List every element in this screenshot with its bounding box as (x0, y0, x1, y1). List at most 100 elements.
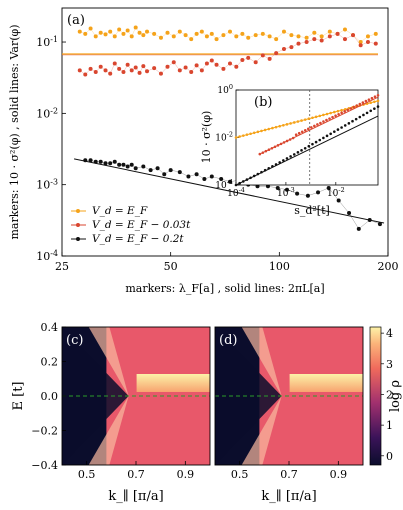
data-point-black (141, 164, 146, 169)
data-point-orange (253, 33, 258, 38)
inset-point-orange (325, 112, 329, 116)
data-point-orange (117, 27, 122, 32)
panel-a-axes: 25 50 100 200 10-4 10-3 10-2 10-1 (36, 35, 398, 273)
inset-point-red (367, 98, 371, 101)
colorbar-tick-label: 2 (386, 388, 393, 401)
panel-d-tag: (d) (219, 333, 237, 348)
data-point-red (199, 68, 204, 73)
data-point-orange (312, 30, 317, 35)
heatmap-left-cone (215, 327, 282, 465)
data-point-orange (319, 34, 324, 39)
inset-point-black (358, 115, 362, 119)
data-point-orange (373, 31, 378, 36)
inset-point-orange (282, 123, 285, 127)
panel-a-legend: V_d = E_F V_d = E_F − 0.03t V_d = E_F − … (71, 205, 191, 245)
data-point-red (289, 45, 294, 50)
var-line-black (73, 158, 385, 224)
colorbar-tick-label: 4 (386, 327, 393, 340)
inset-point-black (296, 151, 300, 154)
data-point-orange (141, 33, 146, 38)
heatmap-d (215, 327, 363, 465)
inset-point-red (343, 110, 346, 113)
inset-point-orange (300, 119, 303, 122)
inset-point-red (297, 131, 301, 135)
y-tick-label: 10-1 (36, 35, 58, 49)
data-point-black (117, 162, 122, 167)
inset-point-black (241, 180, 245, 183)
heatmap-x-tick-label: 0.9 (330, 468, 348, 481)
data-point-orange (214, 37, 219, 42)
inset-point-black (329, 132, 332, 136)
data-point-orange (240, 31, 245, 36)
data-point-black (133, 166, 138, 171)
data-point-orange (289, 33, 294, 38)
inset-y-tick-label: 100 (217, 83, 233, 96)
data-point-black (125, 164, 130, 169)
data-point-orange (246, 35, 251, 40)
x-tick-label: 25 (55, 260, 69, 273)
heatmap-y-tick-label: −0.4 (31, 459, 58, 472)
inset-fit-black (235, 115, 379, 186)
data-point-red (133, 65, 138, 70)
inset-point-black (249, 176, 252, 180)
inset-point-black (322, 136, 325, 140)
inset-point-black (303, 146, 307, 150)
data-point-red (183, 65, 188, 70)
colorbar: 0 1 2 3 4 log ρ (369, 326, 403, 466)
heatmap-upper-band (88, 327, 129, 396)
inset-point-orange (333, 110, 336, 114)
data-point-orange (199, 29, 204, 34)
heatmap-y-tick-label: 0.2 (41, 356, 59, 369)
inset-point-red (364, 99, 368, 103)
inset-point-black (362, 113, 365, 117)
panel-c: (c) 0.5 0.7 0.9 −0.4 −0.2 0.0 0.2 0.4 E [t] k_∥… (11, 321, 211, 504)
inset-point-black (376, 105, 380, 108)
heatmap-x-tick-label: 0.5 (78, 468, 96, 481)
x-tick-label: 50 (164, 260, 178, 273)
inset-point-orange (289, 122, 292, 125)
data-point-red (93, 70, 98, 75)
inset-point-orange (376, 99, 380, 103)
data-point-orange (133, 25, 138, 30)
y-tick-label: 10-2 (36, 106, 58, 120)
panel-d: (d) 0.5 0.7 0.9 k_∥ [π/a] (214, 326, 364, 504)
inset-point-red (325, 118, 328, 122)
inset-point-black (318, 138, 322, 142)
inset-point-orange (249, 132, 252, 136)
data-point-black (177, 170, 182, 175)
inset-point-red (285, 139, 289, 143)
data-point-red (204, 61, 209, 66)
data-point-red (98, 64, 103, 69)
data-point-red (296, 41, 301, 46)
inset-point-red (328, 117, 331, 120)
data-point-red (83, 72, 88, 77)
data-point-red (209, 58, 214, 63)
panel-a-tag: (a) (67, 13, 85, 28)
data-point-red (88, 66, 93, 71)
inset-point-red (322, 120, 325, 123)
data-point-red (227, 61, 232, 66)
data-point-orange (177, 29, 182, 34)
data-point-orange (267, 34, 272, 39)
data-point-red (365, 40, 370, 45)
data-point-black (227, 179, 232, 184)
data-point-orange (234, 34, 239, 39)
inset-point-red (361, 101, 365, 104)
data-point-orange (183, 33, 188, 38)
legend-label-red: V_d = E_F − 0.03t (92, 219, 191, 231)
legend-label-black: V_d = E_F − 0.2t (92, 233, 184, 245)
data-point-black (316, 190, 321, 195)
inset-point-orange (303, 118, 307, 121)
data-point-orange (125, 28, 130, 33)
heatmap-x-tick-label: 0.9 (177, 468, 195, 481)
inset-point-red (294, 133, 298, 136)
inset-point-red (337, 112, 340, 116)
data-point-orange (165, 30, 170, 35)
inset-point-black (234, 183, 238, 187)
data-point-orange (189, 37, 194, 42)
inset-point-orange (285, 123, 289, 126)
legend-marker-orange (76, 209, 80, 213)
heatmap-x-tick-label: 0.7 (280, 468, 298, 481)
data-point-red (234, 64, 239, 69)
